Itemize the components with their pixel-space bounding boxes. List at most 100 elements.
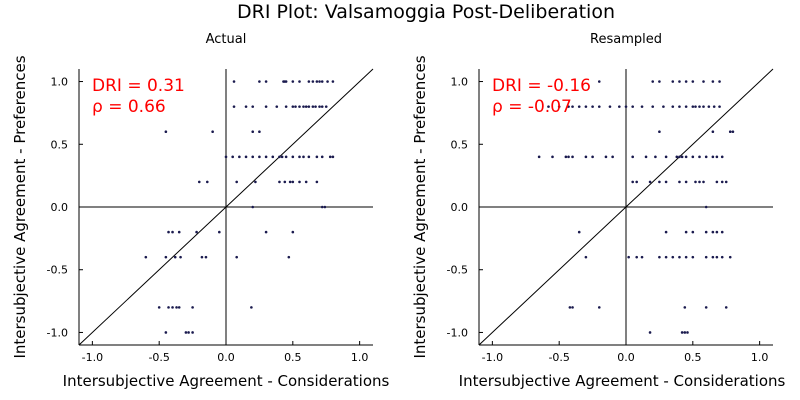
- data-point: [720, 180, 724, 184]
- data-point: [577, 230, 581, 234]
- data-point: [658, 80, 661, 83]
- data-point: [627, 255, 630, 259]
- data-point: [720, 255, 724, 259]
- data-point: [315, 155, 319, 159]
- data-point: [235, 255, 238, 259]
- data-point: [320, 155, 324, 159]
- data-point: [315, 80, 319, 83]
- data-point: [684, 230, 688, 234]
- data-point: [311, 105, 315, 108]
- data-point: [328, 155, 332, 159]
- data-point: [177, 306, 181, 309]
- data-point: [284, 105, 288, 108]
- data-point: [307, 105, 311, 108]
- data-point: [244, 105, 248, 108]
- data-point: [662, 105, 665, 108]
- data-point: [258, 130, 261, 134]
- data-point: [640, 255, 644, 259]
- data-point: [684, 155, 688, 159]
- data-point: [251, 105, 255, 108]
- data-point: [684, 255, 688, 259]
- data-point: [568, 306, 572, 309]
- data-point: [251, 155, 255, 159]
- data-point: [271, 155, 275, 159]
- data-point: [324, 105, 328, 108]
- x-axis-label: Intersubjective Agreement - Consideratio…: [63, 372, 390, 390]
- data-point: [320, 80, 324, 83]
- data-point: [694, 180, 697, 184]
- x-tick-label: -0.5: [148, 351, 169, 364]
- data-point: [728, 255, 732, 259]
- data-point: [683, 331, 687, 334]
- y-axis-label: Intersubjective Agreement - Preferences: [11, 55, 29, 358]
- data-point: [331, 155, 335, 159]
- data-point: [232, 105, 236, 108]
- data-point: [547, 105, 550, 108]
- data-point: [648, 180, 652, 184]
- data-point: [187, 331, 190, 334]
- y-tick-label: -0.5: [447, 264, 468, 277]
- data-point: [302, 155, 305, 159]
- data-point: [691, 105, 695, 108]
- data-point: [171, 230, 174, 234]
- data-point: [678, 180, 681, 184]
- data-point: [564, 155, 568, 159]
- data-point: [584, 255, 588, 259]
- data-point: [704, 205, 708, 209]
- data-point: [167, 230, 170, 234]
- data-point: [298, 180, 301, 184]
- data-point: [278, 180, 281, 184]
- data-point: [197, 180, 201, 184]
- data-point: [177, 230, 181, 234]
- data-point: [264, 80, 268, 83]
- data-point: [631, 180, 634, 184]
- data-point: [658, 255, 661, 259]
- data-point: [715, 180, 719, 184]
- data-point: [320, 105, 324, 108]
- y-tick-label: -0.5: [47, 264, 68, 277]
- annotation-rho: ρ = -0.07: [492, 97, 572, 117]
- data-point: [671, 80, 675, 83]
- data-point: [298, 80, 301, 83]
- data-point: [235, 180, 238, 184]
- data-point: [238, 155, 241, 159]
- data-point: [731, 130, 735, 134]
- y-ticks: -1.0 -0.5 0.0 0.5 1.0: [447, 76, 483, 339]
- data-point: [591, 155, 594, 159]
- data-point: [591, 105, 594, 108]
- data-point: [294, 105, 297, 108]
- data-point: [640, 105, 644, 108]
- data-point: [704, 255, 708, 259]
- data-point: [191, 306, 194, 309]
- data-point: [691, 80, 695, 83]
- x-tick-label: 0.0: [617, 351, 635, 364]
- data-point: [551, 155, 554, 159]
- data-point: [314, 105, 317, 108]
- data-point: [284, 155, 288, 159]
- data-point: [251, 205, 255, 209]
- data-point: [298, 105, 301, 108]
- data-point: [567, 105, 570, 108]
- data-point: [704, 155, 708, 159]
- x-tick-label: -1.0: [482, 351, 503, 364]
- data-point: [571, 155, 574, 159]
- data-point: [171, 306, 174, 309]
- y-tick-label: 0.0: [51, 201, 69, 214]
- data-point: [718, 80, 721, 83]
- data-point: [288, 180, 292, 184]
- data-point: [205, 180, 209, 184]
- data-point: [584, 105, 588, 108]
- data-point: [635, 255, 638, 259]
- data-point: [631, 155, 634, 159]
- data-point: [567, 155, 570, 159]
- data-point: [711, 230, 715, 234]
- y-tick-label: 0.0: [451, 201, 469, 214]
- data-point: [715, 255, 719, 259]
- data-point: [651, 105, 655, 108]
- data-point: [711, 130, 715, 134]
- x-tick-label: 0.5: [684, 351, 702, 364]
- data-point: [164, 130, 168, 134]
- data-point: [291, 180, 295, 184]
- data-point: [608, 105, 612, 108]
- data-point: [724, 180, 728, 184]
